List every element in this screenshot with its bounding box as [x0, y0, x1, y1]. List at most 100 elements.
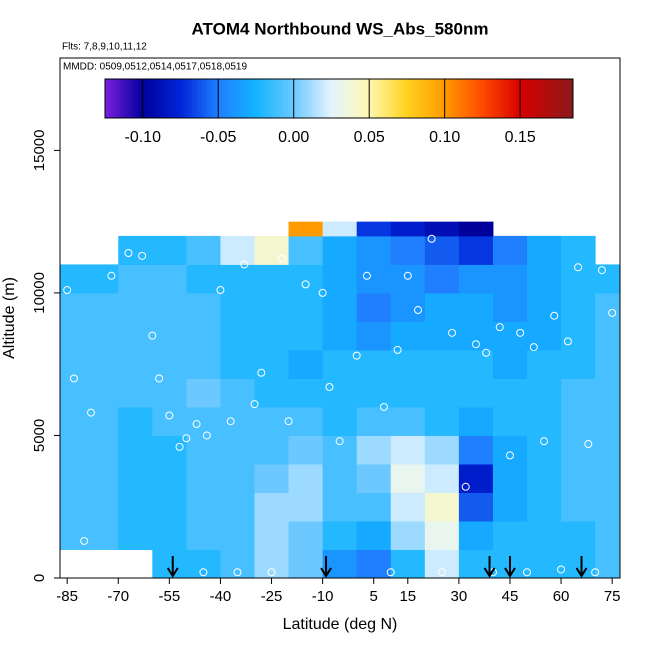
arrow-marker: [320, 556, 332, 578]
sample-point: [182, 434, 191, 443]
heat-cell: [492, 349, 528, 379]
sample-point: [155, 374, 164, 383]
sample-point: [574, 263, 583, 272]
sample-point: [386, 568, 395, 577]
y-tick-label: 10000: [31, 272, 48, 314]
colorbar-swatch: [312, 79, 316, 118]
heat-cell: [424, 463, 460, 493]
heat-cell: [424, 435, 460, 465]
sample-point: [86, 408, 95, 417]
colorbar-swatch: [282, 79, 286, 118]
colorbar-swatch: [498, 79, 502, 118]
colorbar-swatch: [486, 79, 490, 118]
arrow-shape: [483, 556, 496, 578]
heat-cell: [220, 463, 256, 493]
heat-cell: [322, 292, 358, 322]
heat-cell: [458, 520, 494, 550]
x-tick-label: -70: [107, 588, 129, 605]
heat-cell: [84, 349, 119, 379]
heat-cell: [595, 264, 620, 294]
heat-cell: [220, 549, 256, 579]
colorbar-swatch: [174, 79, 178, 118]
sample-point: [427, 234, 436, 243]
colorbar-swatch: [489, 79, 493, 118]
colorbar-swatch: [528, 79, 532, 118]
colorbar-swatch: [360, 79, 364, 118]
heat-cell: [356, 264, 392, 294]
sample-point: [529, 343, 538, 352]
colorbar-swatch: [171, 79, 175, 118]
colorbar-frame: [104, 78, 574, 119]
colorbar-swatch: [186, 79, 190, 118]
sample-point: [257, 368, 266, 377]
heat-cell: [561, 235, 596, 265]
sample-point: [352, 351, 361, 360]
colorbar-swatch: [243, 79, 247, 118]
heat-cell: [60, 321, 85, 351]
heat-cell: [118, 520, 153, 550]
heat-cell: [458, 321, 494, 351]
colorbar-swatch: [195, 79, 199, 118]
sample-point: [63, 286, 72, 295]
x-axis-label: Latitude (deg N): [283, 616, 398, 633]
heat-cell: [561, 463, 596, 493]
arrow-marker: [504, 556, 516, 578]
heat-cell: [595, 435, 620, 465]
heat-cell: [390, 435, 426, 465]
colorbar-swatch: [234, 79, 238, 118]
heat-cell: [322, 321, 358, 351]
heat-cell: [84, 463, 119, 493]
heat-cell: [118, 321, 153, 351]
heat-cell: [186, 406, 221, 436]
heatmap: [60, 221, 620, 579]
heat-cell: [220, 292, 256, 322]
heat-cell: [561, 492, 596, 522]
colorbar-swatch: [237, 79, 241, 118]
colorbar-swatch: [192, 79, 196, 118]
sample-point: [175, 442, 184, 451]
heat-cell: [458, 406, 494, 436]
colorbar-swatch: [270, 79, 274, 118]
arrow-shape: [166, 556, 179, 578]
heat-cell: [390, 492, 426, 522]
sample-point: [379, 402, 388, 411]
heat-cell: [118, 492, 153, 522]
heat-cell: [254, 463, 290, 493]
heat-cell: [322, 221, 358, 237]
heat-cell: [152, 520, 187, 550]
colorbar-swatch: [150, 79, 154, 118]
colorbar-swatch: [381, 79, 385, 118]
arrow-marker: [166, 556, 179, 578]
colorbar-swatch: [300, 79, 304, 118]
colorbar-swatch: [372, 79, 376, 118]
colorbar-swatch: [513, 79, 517, 118]
colorbar-swatch: [357, 79, 361, 118]
heat-cell: [288, 235, 324, 265]
colorbar-swatch: [321, 79, 325, 118]
heat-cell: [424, 492, 460, 522]
colorbar-swatch: [105, 79, 109, 118]
heat-cell: [288, 264, 324, 294]
heat-cell: [254, 520, 290, 550]
colorbar-swatch: [555, 79, 559, 118]
heat-cell: [288, 549, 324, 579]
heat-cell: [186, 463, 221, 493]
x-tick-label: -55: [158, 588, 180, 605]
colorbar-swatch: [303, 79, 307, 118]
heat-cell: [561, 549, 596, 579]
colorbar-swatch: [111, 79, 115, 118]
heat-cell: [254, 378, 290, 408]
heat-cell: [322, 435, 358, 465]
colorbar-tick-label: -0.05: [200, 129, 237, 146]
heat-cell: [288, 292, 324, 322]
heat-cell: [356, 378, 392, 408]
arrow-shape: [504, 556, 516, 578]
sample-point: [461, 482, 470, 491]
colorbar-swatch: [159, 79, 163, 118]
heat-cell: [288, 435, 324, 465]
heat-cell: [84, 406, 119, 436]
heat-cell: [527, 235, 562, 265]
heat-cell: [152, 321, 187, 351]
flights-note: Flts: 7,8,9,10,11,12: [62, 42, 147, 53]
